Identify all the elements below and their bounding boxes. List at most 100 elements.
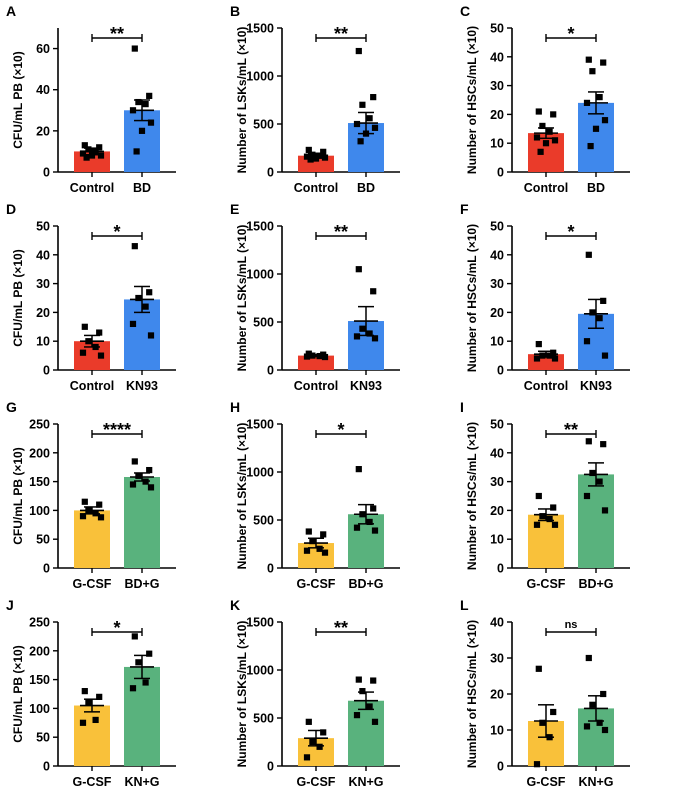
data-point-k-1-3 [366,703,373,710]
x-tick-label-h-1: BD+G [348,577,383,591]
sig-label-h: * [337,420,344,440]
data-point-l-1-2 [589,701,596,708]
data-point-b-0-5 [321,154,329,161]
y-tick-label-k-2: 1000 [246,664,274,678]
bar-g-0 [74,510,110,568]
data-point-h-0-4 [303,547,311,554]
panel-letter-f: F [460,201,469,217]
y-axis-label-j: CFU/mL PB (×10) [11,645,25,742]
panel-letter-l: L [460,597,469,613]
y-tick-label-l-4: 40 [490,616,504,630]
y-tick-label-i-0: 0 [497,562,504,576]
bar-j-1 [124,666,160,766]
data-point-b-1-3 [366,115,373,122]
y-tick-label-j-3: 150 [29,673,50,687]
data-point-a-0-5 [97,152,105,159]
panel-g: G CFU/mL PB (×10) 0 50 100 150 200 250 G-CSF BD+G… [6,399,176,591]
data-point-d-0-4 [79,349,87,356]
y-axis-label-i: Number of HSCs/mL (×10) [465,422,479,570]
panel-letter-a: A [6,3,16,19]
y-tick-label-f-1: 10 [490,335,504,349]
data-point-c-1-6 [592,125,600,132]
sig-label-f: * [567,222,574,242]
data-point-a-1-6 [138,127,146,134]
data-point-d-1-4 [129,320,137,328]
data-point-j-1-4 [129,685,137,692]
y-tick-label-h-3: 1500 [246,418,274,432]
y-tick-label-j-0: 0 [43,760,50,774]
x-tick-label-e-1: KN93 [350,379,382,393]
data-point-l-0-1 [550,708,557,716]
y-tick-label-i-5: 50 [490,418,504,432]
x-tick-label-l-1: KN+G [578,775,613,789]
data-point-f-1-2 [589,309,596,316]
data-point-l-1-5 [601,726,609,734]
y-tick-label-i-3: 30 [490,475,504,489]
y-tick-label-f-3: 30 [490,277,504,291]
y-tick-label-c-1: 10 [490,137,504,151]
data-point-h-1-5 [371,527,379,534]
data-point-l-0-0 [535,665,542,672]
y-tick-label-k-0: 0 [267,760,274,774]
data-point-a-1-3 [142,101,149,108]
data-point-k-0-0 [305,718,312,725]
x-tick-label-h-0: G-CSF [297,577,336,591]
data-point-k-1-0 [355,676,362,683]
x-tick-label-a-1: BD [133,181,151,195]
data-point-f-0-2 [539,352,546,359]
data-point-j-0-2 [85,699,92,706]
y-tick-label-c-4: 40 [490,50,504,64]
data-point-c-0-4 [533,134,541,141]
panel-letter-i: I [460,399,464,415]
y-tick-label-l-1: 10 [490,724,504,738]
data-point-k-0-4 [303,754,311,761]
y-tick-label-i-1: 10 [490,533,504,547]
y-axis-label-f: Number of HSCs/mL (×10) [465,224,479,372]
data-point-e-1-4 [353,333,361,340]
panel-h: H Number of LSKs/mL (×10) 0 500 1000 1500 G-CS… [230,399,400,591]
data-point-g-0-4 [79,513,87,520]
data-point-i-0-0 [535,492,542,500]
y-tick-label-c-5: 50 [490,22,504,36]
panel-letter-b: B [230,3,240,19]
y-tick-label-e-1: 500 [253,316,274,330]
data-point-b-1-2 [359,101,366,108]
data-point-l-0-2 [539,719,546,726]
data-point-l-1-4 [583,723,591,730]
y-tick-label-j-2: 100 [29,702,50,716]
bar-k-1 [348,700,384,766]
data-point-c-1-0 [585,56,592,63]
data-point-a-0-2 [85,146,92,153]
y-tick-label-a-3: 60 [36,42,50,56]
y-tick-label-l-3: 30 [490,652,504,666]
data-point-f-0-1 [550,349,557,356]
panel-d: D CFU/mL PB (×10) 0 10 20 30 40 50 Control KN93 * [6,201,176,393]
data-point-g-1-1 [146,466,153,474]
data-point-i-1-0 [585,438,592,445]
data-point-i-0-1 [550,504,557,511]
y-tick-label-l-0: 0 [497,760,504,774]
data-point-a-1-5 [147,119,155,126]
data-point-c-1-7 [587,142,594,150]
data-point-e-1-0 [355,266,362,273]
y-tick-label-g-5: 250 [29,418,50,432]
data-point-d-1-1 [146,289,153,296]
bar-j-0 [74,705,110,766]
data-point-h-0-2 [309,538,316,545]
data-point-i-1-4 [583,492,591,500]
data-point-a-0-6 [88,152,96,159]
y-axis-label-k: Number of LSKs/mL (×10) [235,621,249,768]
y-axis-label-a: CFU/mL PB (×10) [11,51,25,148]
y-tick-label-a-1: 20 [36,124,50,138]
data-point-i-0-5 [551,521,559,528]
y-tick-label-b-2: 1000 [246,70,274,84]
y-tick-label-a-2: 40 [36,83,50,97]
y-tick-label-h-1: 500 [253,514,274,528]
data-point-j-0-0 [81,688,88,695]
data-point-d-1-3 [142,303,149,310]
data-point-a-0-7 [83,154,90,161]
data-point-h-0-3 [316,545,323,552]
data-point-f-0-4 [533,355,541,362]
x-tick-label-i-1: BD+G [578,577,613,591]
